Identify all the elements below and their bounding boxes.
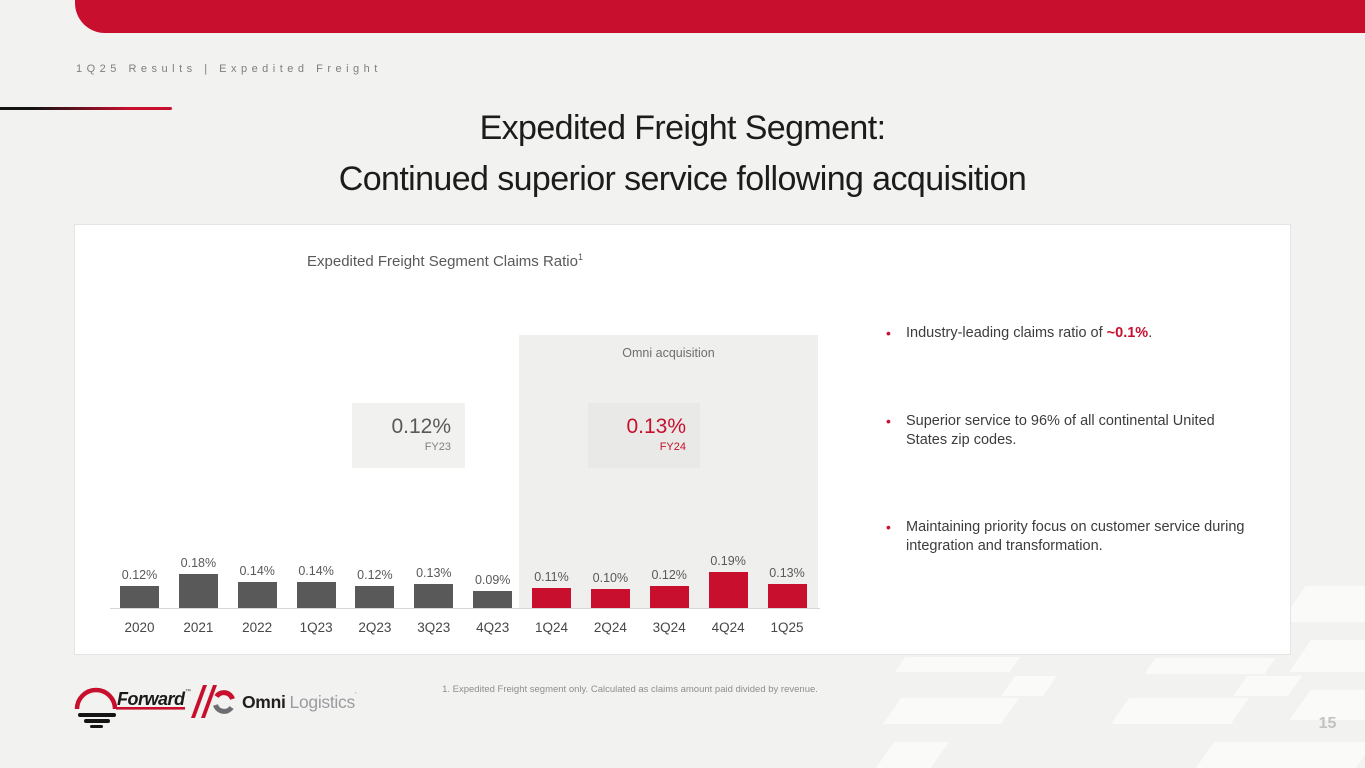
forward-logo-stripe-icon (78, 713, 116, 717)
chart-title: Expedited Freight Segment Claims Ratio1 (307, 252, 583, 270)
forward-logo-stripe-icon (90, 725, 103, 728)
bg-chevron (1195, 742, 1365, 768)
bg-chevron (1280, 586, 1365, 622)
bar-value-label: 0.14% (239, 564, 275, 578)
bar-category-label: 1Q24 (534, 620, 569, 635)
bar-category-label: 2021 (183, 620, 214, 635)
forward-trademark: ™ (185, 688, 191, 695)
omni-logistics-logo: Omni Logistics ’ (211, 689, 357, 715)
bg-chevron (875, 742, 950, 768)
list-item: • Superior service to 96% of all contine… (886, 413, 1215, 448)
accent-divider-line (0, 107, 172, 110)
bullet-icon: • (886, 413, 891, 429)
bar-category-label: 4Q24 (711, 620, 745, 635)
page-title-line1: Expedited Freight Segment: (479, 109, 886, 147)
page-title: Expedited Freight Segment: Continued sup… (0, 103, 1365, 205)
bar (649, 586, 689, 609)
bar-category-label: 2Q24 (593, 620, 627, 635)
bar (237, 582, 277, 609)
bar-value-label: 0.12% (651, 568, 687, 582)
bar-group: 0.10% 2Q24 (581, 470, 640, 635)
bar-value-label: 0.13% (769, 566, 805, 580)
forward-logo-wordmark: Forward (117, 689, 186, 709)
bar-category-label: 4Q23 (476, 620, 510, 635)
top-red-banner (75, 0, 1365, 33)
bar (532, 588, 571, 609)
omni-logo-circle-icon (213, 690, 235, 714)
bg-chevron (1000, 676, 1058, 696)
bar (767, 584, 807, 609)
bar-group: 0.12% 2Q23 (345, 470, 404, 635)
bar-value-label: 0.18% (180, 556, 217, 570)
bar (708, 572, 748, 609)
bg-chevron (1232, 676, 1303, 696)
bar-category-label: 1Q23 (299, 620, 333, 635)
page-number: 15 (1318, 715, 1337, 732)
chart-title-footnote-marker: 1 (577, 252, 583, 262)
fy24-value: 0.13% (626, 415, 686, 438)
omni-trademark: ’ (354, 691, 357, 700)
omni-acquisition-label: Omni acquisition (622, 346, 715, 360)
bar-group: 0.09% 4Q23 (463, 470, 522, 635)
bar (414, 584, 454, 609)
bg-chevron (1144, 658, 1276, 674)
bg-chevron (1110, 698, 1250, 724)
bar-category-label: 3Q24 (652, 620, 686, 635)
fy23-label: FY23 (424, 441, 451, 453)
breadcrumb: 1Q25 Results | Expedited Freight (76, 63, 382, 75)
bar-group: 0.18% 2021 (169, 470, 228, 635)
bar (473, 591, 513, 609)
fy23-callout: 0.12% FY23 (352, 403, 465, 468)
bar-category-label: 2020 (124, 620, 155, 635)
bar-group: 0.14% 1Q23 (287, 470, 346, 635)
forward-logo-stripe-icon (84, 719, 110, 723)
list-item: • Industry-leading claims ratio of ~0.1%… (886, 325, 1153, 341)
bar (355, 586, 395, 609)
bar-category-label: 1Q25 (770, 620, 804, 635)
bullet-icon: • (886, 519, 891, 535)
page-title-line2: Continued superior service following acq… (338, 160, 1027, 198)
fy23-value: 0.12% (391, 415, 451, 438)
bar-value-label: 0.14% (298, 564, 334, 578)
bar-group: 0.13% 1Q25 (758, 470, 817, 635)
forward-air-logo: Forward ™ (74, 687, 191, 728)
bar-value-label: 0.11% (534, 570, 569, 584)
bar-category-label: 3Q23 (417, 620, 451, 635)
forward-logo-arc-icon (74, 687, 118, 710)
bar (296, 582, 336, 609)
omni-acquisition-region (519, 335, 818, 608)
bar (178, 574, 218, 609)
bar-category-label: 2Q23 (358, 620, 392, 635)
fy24-callout: 0.13% FY24 (588, 403, 700, 468)
bar-group: 0.12% 2020 (110, 470, 169, 635)
bg-chevron (882, 698, 1020, 724)
forward-logo-underline (116, 707, 185, 710)
bar-value-label: 0.12% (121, 568, 158, 582)
bar-group: 0.11% 1Q24 (522, 470, 581, 635)
bar-category-label: 2022 (242, 620, 273, 635)
bar-group: 0.19% 4Q24 (699, 470, 758, 635)
bar-value-label: 0.10% (592, 571, 629, 585)
bar-group: 0.14% 2022 (228, 470, 287, 635)
bullet-icon: • (886, 325, 891, 341)
bar-value-label: 0.13% (416, 566, 452, 580)
bar-value-label: 0.09% (474, 573, 511, 587)
list-item: • Maintaining priority focus on customer… (886, 519, 1245, 554)
bar (120, 586, 159, 609)
bar (590, 589, 630, 609)
x-axis-line (110, 608, 820, 609)
bg-chevron (894, 657, 1021, 672)
bar-value-label: 0.12% (357, 568, 393, 582)
bg-chevron (1288, 640, 1365, 672)
bar-group: 0.13% 3Q23 (404, 470, 463, 635)
bar-group: 0.12% 3Q24 (640, 470, 699, 635)
highlight-value: ~0.1% (1106, 325, 1149, 341)
fy24-label: FY24 (659, 441, 686, 453)
omni-wordmark-light: Logistics (289, 691, 356, 712)
omni-wordmark-bold: Omni (242, 691, 286, 712)
bar-value-label: 0.19% (710, 554, 746, 568)
footnote: 1. Expedited Freight segment only. Calcu… (442, 684, 818, 695)
